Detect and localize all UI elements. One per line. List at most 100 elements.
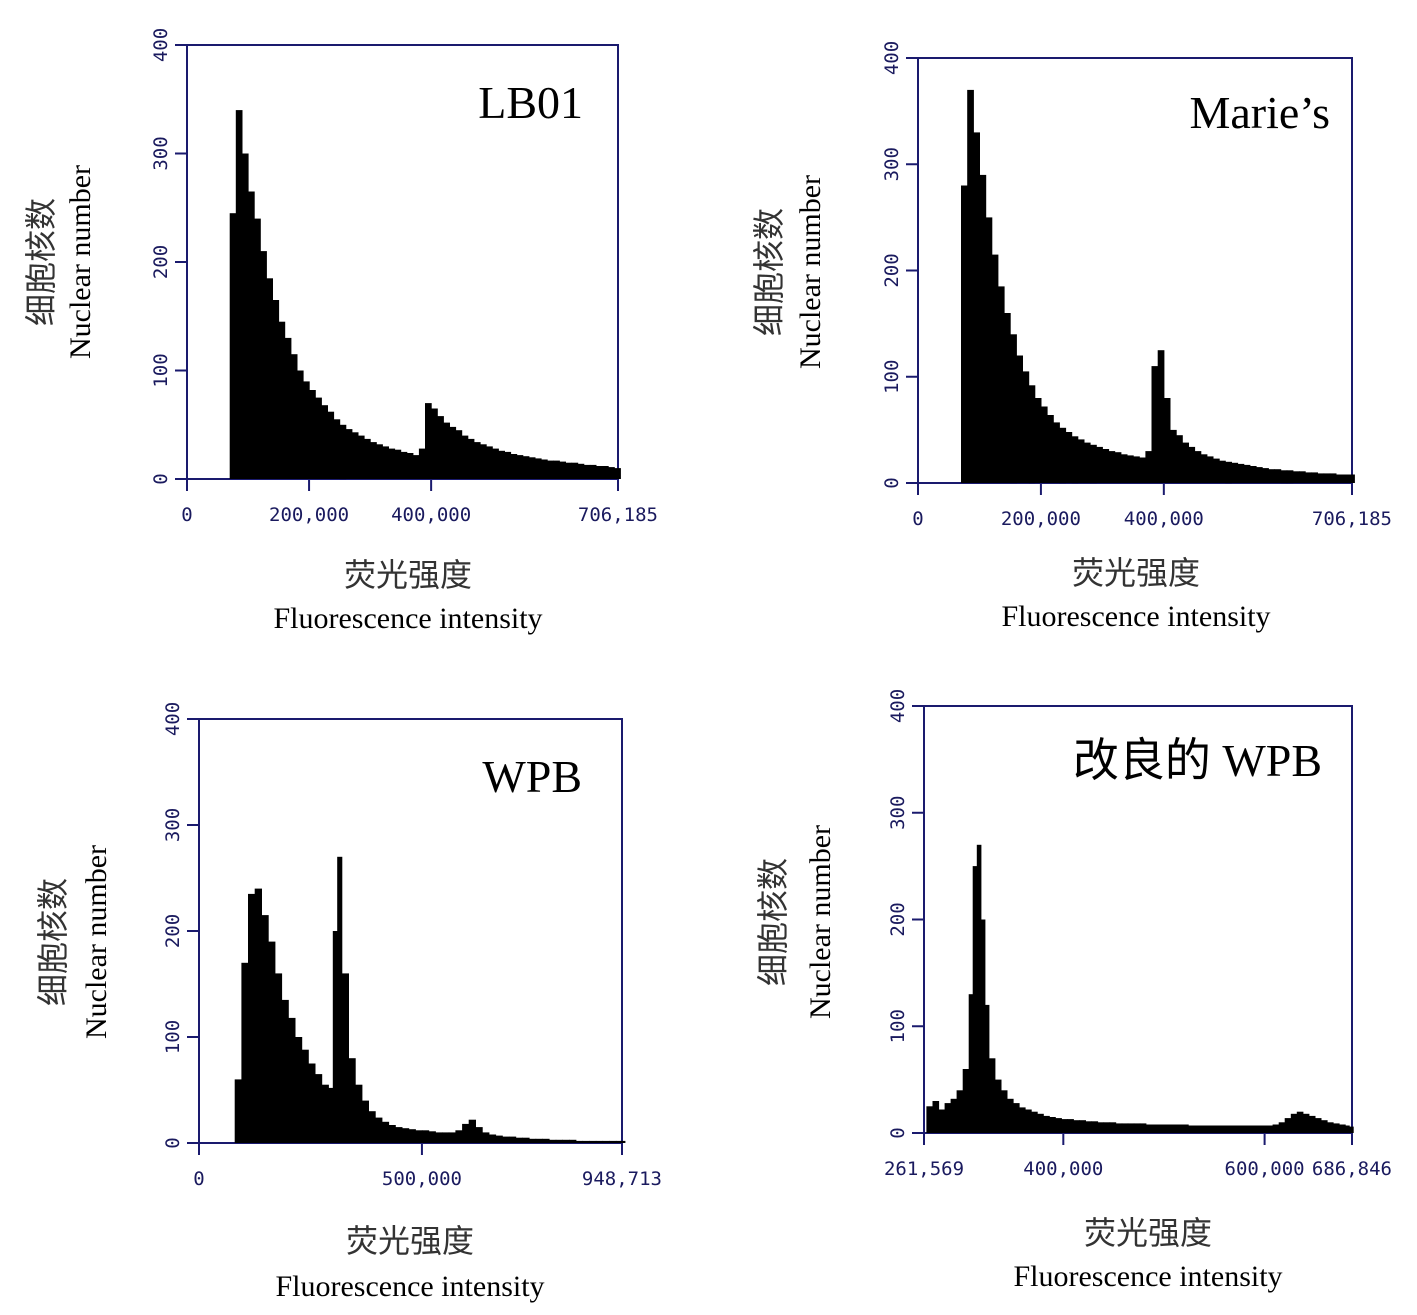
histogram-bar [1121, 1123, 1129, 1133]
histogram-bar [1237, 463, 1245, 483]
histogram-bar [235, 110, 243, 479]
y-tick-label: 200 [150, 245, 172, 279]
y-axis-label-cn: 细胞核数 [22, 198, 60, 326]
histogram-bar [394, 449, 402, 479]
histogram-bar [1170, 1124, 1177, 1133]
histogram-bar [1013, 1103, 1020, 1133]
histogram-bar [1266, 1125, 1274, 1133]
histogram-bar [547, 460, 554, 479]
histogram-bar [1254, 1125, 1262, 1133]
y-tick-label: 300 [150, 136, 172, 170]
histogram-bar [341, 973, 349, 1143]
histogram-bar [961, 185, 968, 483]
histogram-bar [327, 411, 335, 479]
histogram-bar [375, 1117, 383, 1143]
histogram-bar [248, 893, 256, 1143]
histogram-bar [467, 438, 475, 479]
x-tick-label: 400,000 [391, 504, 471, 526]
histogram-bar [508, 1136, 517, 1143]
histogram-bar [1103, 1122, 1111, 1133]
histogram-bar [1213, 458, 1220, 483]
histogram-bar [1292, 471, 1300, 483]
histogram-bar [351, 432, 359, 479]
x-axis-label-en: Fluorescence intensity [273, 602, 542, 635]
histogram-bar [492, 448, 499, 479]
histogram-bar [1049, 1117, 1056, 1133]
histogram-bar [475, 1127, 483, 1143]
histogram-bar [1053, 422, 1060, 483]
y-tick-label: 300 [162, 808, 184, 842]
histogram-bar [408, 1129, 416, 1143]
y-tick-label: 100 [162, 1020, 184, 1054]
y-tick-label: 200 [887, 902, 909, 936]
histogram-bar [1176, 435, 1183, 483]
histogram-bar [1286, 470, 1294, 484]
histogram-bar [1047, 415, 1054, 483]
x-tick-label: 948,713 [582, 1168, 662, 1190]
histogram-bar [609, 1140, 617, 1143]
histogram-bar [381, 1121, 390, 1143]
histogram-bar [522, 1137, 530, 1143]
x-tick-label: 0 [193, 1168, 204, 1190]
y-tick-label: 200 [162, 914, 184, 948]
histogram-bar [488, 1134, 497, 1143]
y-axis-label-cn: 细胞核数 [750, 208, 788, 336]
histogram-bar [388, 448, 396, 479]
histogram-bar [274, 973, 283, 1143]
histogram-bar [1182, 1124, 1189, 1133]
histogram-bar [1290, 1113, 1298, 1133]
y-tick-label: 400 [150, 28, 172, 62]
histogram-bar [575, 1140, 584, 1143]
histogram-bar [962, 1069, 970, 1133]
histogram-bar [565, 462, 573, 479]
histogram-bar [1115, 1123, 1123, 1133]
histogram-bar [370, 442, 377, 479]
histogram-bar [1120, 454, 1128, 483]
histogram-bar [504, 451, 512, 479]
histogram-bar [1004, 313, 1011, 483]
histogram-bar [1157, 1124, 1165, 1133]
histogram-bar [938, 1109, 946, 1133]
histogram-bar [1219, 460, 1226, 483]
histogram-bar [569, 1139, 577, 1143]
y-tick-label: 0 [162, 1137, 184, 1148]
histogram-bar [348, 1058, 356, 1143]
panel-maries: 0 100 200 300 400 0 200,000 400,000 706,185 Mar… [750, 41, 1392, 633]
panel-title: LB01 [478, 77, 583, 128]
histogram-bar [308, 1063, 316, 1143]
histogram-bar [1059, 427, 1067, 484]
histogram-bar [1176, 1124, 1183, 1133]
histogram-bar [1077, 439, 1085, 483]
histogram-bar [979, 174, 987, 483]
histogram-bar [1212, 1125, 1219, 1133]
histogram-bar [541, 459, 548, 479]
histogram-bar [1329, 473, 1337, 483]
histogram-bar [1022, 371, 1030, 483]
histogram-bar [1231, 462, 1239, 483]
histogram-bar [382, 446, 389, 479]
histogram-bar [991, 254, 999, 483]
histogram-bar [301, 1049, 309, 1143]
histogram-bar [333, 419, 341, 479]
histogram-bar [376, 444, 383, 479]
histogram-bar [1308, 1115, 1316, 1133]
x-tick-label: 500,000 [382, 1168, 462, 1190]
histogram-bar [1236, 1125, 1243, 1133]
histogram-bar [1096, 446, 1103, 483]
histogram-bar [281, 999, 289, 1143]
histogram-bar [1335, 474, 1343, 483]
panel-title: 改良的 WPB [1073, 735, 1322, 786]
histogram-bar [337, 856, 343, 1143]
histogram-bar [589, 1140, 597, 1143]
histogram-bar [254, 888, 262, 1143]
histogram-bar [620, 1140, 626, 1143]
histogram-bar [1194, 451, 1202, 483]
histogram-bar [455, 1130, 463, 1143]
histogram-bar [473, 442, 481, 479]
histogram-bar [355, 1084, 363, 1143]
histogram-bar [1145, 451, 1153, 483]
histogram-bar [582, 1140, 590, 1143]
x-tick-label: 400,000 [1124, 508, 1204, 530]
histogram-bar [1280, 470, 1288, 484]
histogram-bar [1010, 334, 1017, 484]
